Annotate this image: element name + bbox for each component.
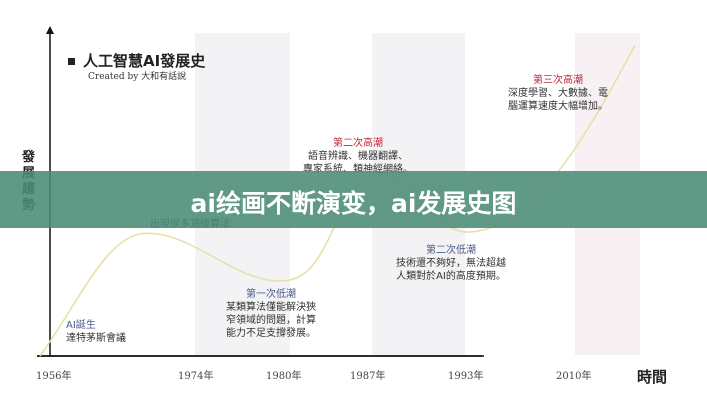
second-high-line: 專家系統、類神經網絡。 [303, 164, 413, 175]
annotation-second-high: 第二次高潮 語音辨識、機器翻譯、 專家系統、類神經網絡。 [303, 137, 413, 176]
bullet-square-icon [68, 58, 75, 65]
banner-title: ai绘画不断演变，ai发展史图 [190, 189, 517, 218]
first-low-line: 某類算法僅能解決狹 [226, 302, 316, 313]
first-low-line: 窄領域的問題，計算 [226, 315, 316, 326]
first-low-line: 能力不足支撐發展。 [226, 328, 316, 339]
tick-1956: 1956年 [36, 371, 72, 382]
third-high-heading: 第三次高潮 [533, 75, 583, 86]
tick-1987: 1987年 [350, 371, 386, 382]
tick-1974: 1974年 [178, 371, 214, 382]
annotation-birth: AI誕生 達特茅斯會議 [66, 319, 126, 345]
title-text: 人工智慧AI發展史 [83, 52, 206, 70]
birth-heading: AI誕生 [66, 320, 96, 331]
second-low-line: 人類對於AI的高度預期。 [396, 271, 506, 282]
diagram-title: 人工智慧AI發展史 [68, 50, 205, 71]
x-axis-label: 時間 [637, 368, 668, 386]
credit-text: Created by 大和有話說 [88, 72, 187, 82]
tick-2010: 2010年 [556, 371, 592, 382]
annotation-second-low: 第二次低潮 技術還不夠好，無法超越 人類對於AI的高度預期。 [396, 244, 506, 283]
title-banner [0, 171, 707, 228]
tick-1980: 1980年 [266, 371, 302, 382]
second-high-heading: 第二次高潮 [333, 138, 383, 149]
second-low-heading: 第二次低潮 [426, 245, 476, 256]
annotation-third-high: 第三次高潮 深度學習、大數據、電 腦運算速度大幅增加。 [508, 74, 608, 113]
second-high-line: 語音辨識、機器翻譯、 [308, 151, 408, 162]
second-low-line: 技術還不夠好，無法超越 [396, 258, 506, 269]
y-axis-arrow [46, 26, 54, 34]
tick-1993: 1993年 [448, 371, 484, 382]
annotation-first-low: 第一次低潮 某類算法僅能解決狹 窄領域的問題，計算 能力不足支撐發展。 [226, 288, 316, 340]
birth-text: 達特茅斯會議 [66, 333, 126, 344]
third-high-line: 深度學習、大數據、電 [508, 88, 608, 99]
first-low-heading: 第一次低潮 [246, 289, 296, 300]
third-high-line: 腦運算速度大幅增加。 [508, 101, 608, 112]
